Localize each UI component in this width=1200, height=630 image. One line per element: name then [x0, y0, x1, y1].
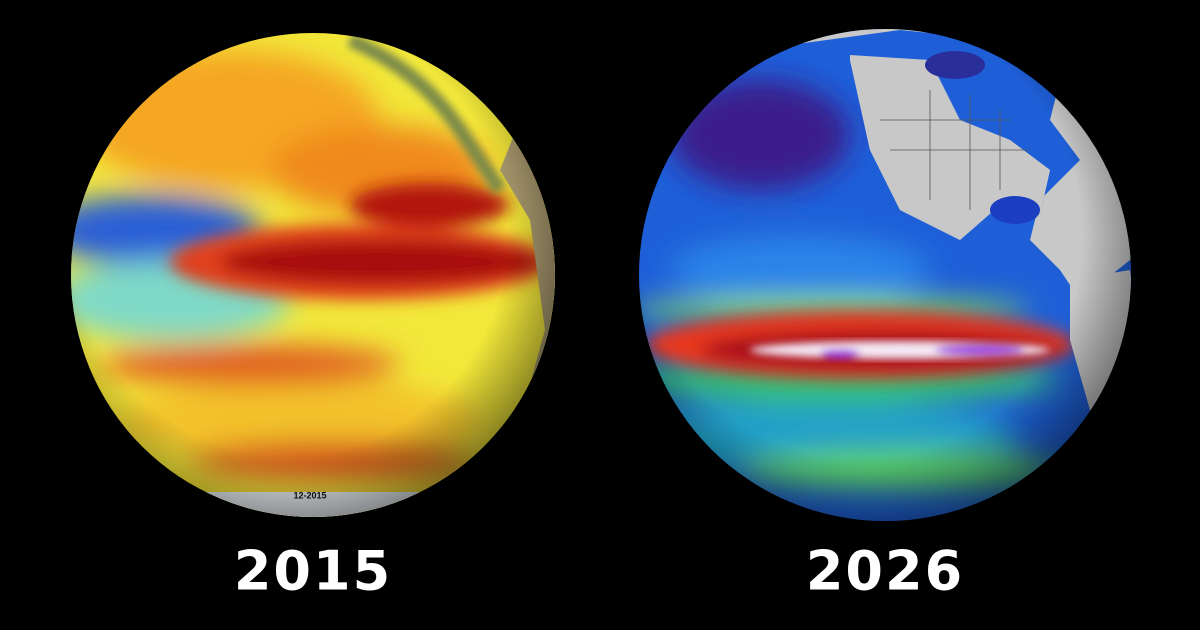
- year-label: 2015: [234, 540, 392, 603]
- year-label: 2026: [806, 540, 964, 603]
- globe-2026: [639, 29, 1131, 521]
